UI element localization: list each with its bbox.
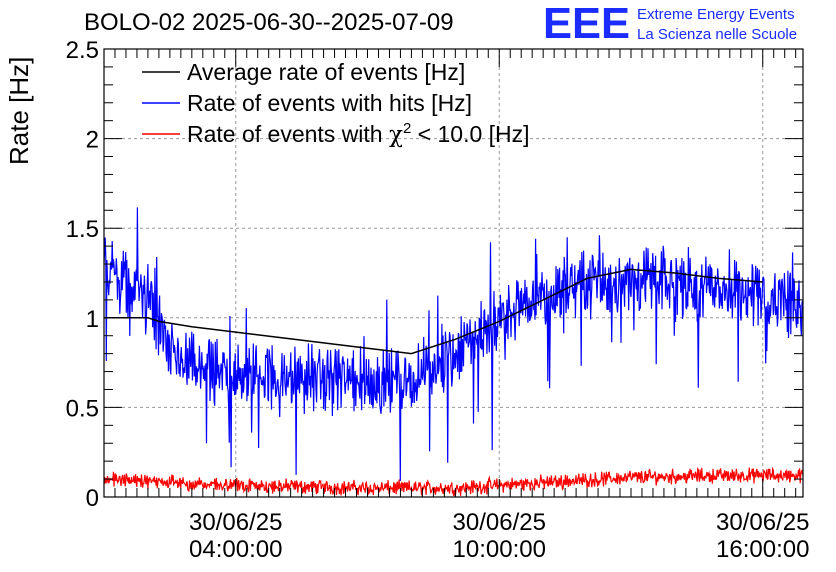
- plot-border: [103, 48, 804, 498]
- legend-label-average: Average rate of events [Hz]: [187, 59, 465, 85]
- chart-title: BOLO-02 2025-06-30--2025-07-09: [84, 9, 454, 36]
- grid: [104, 49, 803, 497]
- legend-label-hits: Rate of events with hits [Hz]: [187, 90, 472, 116]
- series-chi2: [103, 466, 804, 498]
- legend: Average rate of events [Hz] Rate of even…: [142, 59, 530, 148]
- x-tick-date: 30/06/25: [189, 509, 282, 536]
- logo-mark: EEE: [543, 0, 630, 48]
- x-tick-time: 16:00:00: [716, 536, 809, 563]
- logo-line2: La Scienza nelle Scuole: [637, 26, 797, 43]
- x-tick-time: 10:00:00: [453, 536, 546, 563]
- y-tick-label: 2.5: [66, 37, 99, 64]
- y-tick-label: 2: [86, 127, 99, 154]
- y-tick-label: 1.5: [66, 216, 99, 243]
- legend-label-chi2: Rate of events with χ2 < 10.0 [Hz]: [187, 120, 530, 148]
- plot-frame: [103, 48, 804, 498]
- x-tick-date: 30/06/25: [453, 509, 546, 536]
- ticks: 00.511.522.530/06/2504:00:0030/06/2510:0…: [66, 37, 810, 563]
- y-tick-label: 0.5: [66, 395, 99, 422]
- series-layer: [103, 207, 804, 498]
- y-tick-label: 1: [86, 306, 99, 333]
- y-axis-label: Rate [Hz]: [4, 57, 34, 165]
- x-tick-time: 04:00:00: [189, 536, 282, 563]
- x-tick-date: 30/06/25: [716, 509, 809, 536]
- logo-line1: Extreme Energy Events: [637, 6, 795, 23]
- series-hits: [103, 207, 804, 481]
- series-average: [104, 268, 763, 355]
- y-tick-label: 0: [86, 485, 99, 512]
- eee-logo: EEE Extreme Energy Events La Scienza nel…: [543, 0, 797, 48]
